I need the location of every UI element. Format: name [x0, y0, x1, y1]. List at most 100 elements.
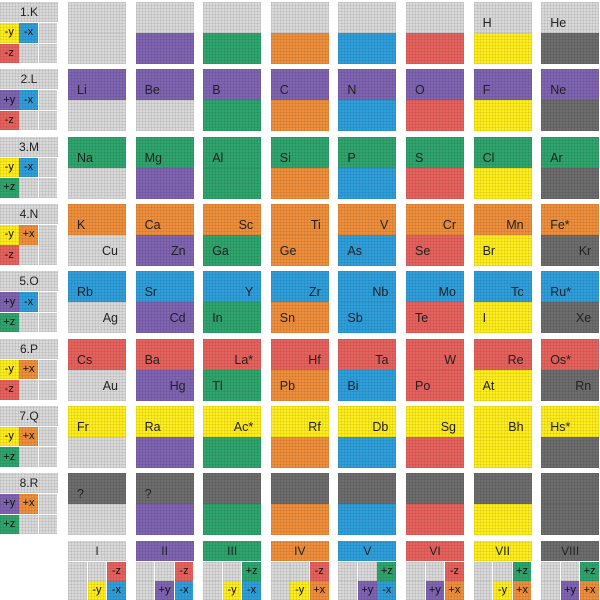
period-axis-cell: [38, 447, 58, 467]
tile-top-half: [406, 271, 464, 303]
group-axis-cell: [338, 562, 358, 581]
group-label: III: [227, 544, 238, 558]
period-axis-cell: [19, 447, 38, 467]
element-symbol: Li: [77, 83, 87, 98]
period-axis-cell: [38, 43, 58, 64]
axis-label: -z: [4, 248, 14, 261]
group-axis-cell: -x: [242, 581, 261, 600]
element-symbol: C: [279, 83, 289, 98]
group-title-bar: [473, 541, 532, 561]
tile-bottom-half: [135, 436, 194, 468]
period-legend: 2.L +y -x -z: [0, 69, 58, 131]
period-axis-cell: [19, 514, 38, 535]
axis-label: +y: [564, 584, 577, 597]
tile-bottom-half: [473, 167, 532, 199]
period-axis-cell: [38, 110, 58, 131]
element-tile: Ru* Xe: [541, 271, 600, 334]
axis-label: +y: [3, 497, 16, 510]
element-symbol: N: [347, 83, 357, 98]
axis-label: -x: [23, 295, 34, 308]
element-symbol: V: [380, 217, 389, 232]
axis-label: -y: [295, 584, 305, 597]
tile-bottom-half: [68, 436, 126, 468]
group-axis-cell: [155, 562, 174, 581]
tile-top-half: [135, 136, 194, 168]
axis-label: -y: [4, 362, 14, 375]
element-tile: [270, 2, 329, 64]
tile-top-half: [541, 2, 600, 33]
element-symbol: Ta: [375, 352, 389, 367]
tile-bottom-half: [338, 100, 397, 132]
axis-label: +y: [3, 295, 16, 308]
element-symbol: Db: [372, 419, 389, 434]
axis-label: -z: [314, 564, 324, 577]
tile-top-half: [338, 136, 397, 168]
element-symbol: Re: [507, 352, 524, 367]
tile-bottom-half: [541, 100, 600, 132]
axis-label: +z: [3, 450, 16, 463]
group-axis-cell: [541, 581, 560, 600]
tile-top-half: [203, 203, 262, 235]
element-tile: Db: [338, 405, 397, 468]
group-axis-cell: -z: [445, 562, 464, 581]
element-symbol: Cd: [169, 311, 186, 326]
axis-label: +z: [583, 564, 596, 577]
tile-bottom-half: [68, 369, 126, 401]
axis-label: +z: [516, 564, 528, 577]
tile-top-half: [473, 69, 532, 101]
period-legend: 8.R +y +x +z: [0, 473, 58, 535]
element-tile: Si: [270, 136, 329, 199]
period-axis-cell: -y: [0, 426, 19, 447]
group-axis-cell: [473, 581, 493, 600]
element-symbol: Br: [482, 243, 496, 258]
group-label: I: [95, 544, 99, 558]
period-axis-cell: -z: [0, 245, 19, 266]
period-legend: 4.N -y +x -z: [0, 203, 58, 266]
element-tile: Mo Te: [406, 271, 464, 334]
element-tile: Tc I: [473, 271, 532, 334]
tile-top-half: [68, 405, 126, 437]
element-symbol: W: [444, 352, 456, 367]
period-label: 1.K: [19, 5, 38, 19]
axis-label: -x: [247, 584, 257, 597]
axis-label: -y: [227, 584, 237, 597]
period-label: 7.Q: [19, 408, 39, 423]
tile-top-half: [406, 136, 464, 168]
element-symbol: Na: [77, 150, 93, 165]
tile-top-half: [338, 405, 397, 437]
element-tile: Hf Pb: [270, 338, 329, 401]
axis-label: +x: [22, 430, 35, 443]
period-axis-cell: +y: [0, 90, 19, 110]
tile-top-half: [541, 203, 600, 235]
element-symbol: P: [347, 150, 356, 165]
tile-bottom-half: [406, 33, 464, 64]
element-symbol: ?: [77, 487, 84, 502]
axis-label: -y: [92, 584, 102, 597]
period-axis-cell: +x: [19, 224, 38, 245]
axis-label: +z: [3, 316, 16, 329]
period-axis-cell: -z: [0, 43, 19, 64]
group-axis-cell: -y: [290, 581, 310, 600]
tile-bottom-half: [270, 167, 329, 199]
group-axis-cell: [135, 581, 155, 600]
element-symbol: At: [482, 378, 495, 393]
element-tile: ?: [68, 473, 126, 536]
element-tile: [203, 2, 262, 64]
group-axis-cell: [68, 562, 87, 581]
tile-top-half: [270, 2, 329, 33]
period-axis-cell: -y: [0, 157, 19, 178]
period-axis-cell: [19, 245, 38, 266]
tile-top-half: [406, 2, 464, 33]
tile-bottom-half: [406, 436, 464, 468]
group-axis-cell: +y: [425, 581, 445, 600]
element-tile: Re At: [473, 338, 532, 401]
period-label: 8.R: [19, 476, 39, 491]
period-axis-cell: -y: [0, 224, 19, 245]
group-title-bar: [135, 541, 194, 561]
group-axis-cell: +y: [357, 581, 377, 600]
tile-top-half: [270, 203, 329, 235]
axis-label: -z: [4, 46, 14, 59]
tile-bottom-half: [68, 167, 126, 199]
axis-label: -y: [4, 430, 14, 443]
element-symbol: Sc: [238, 217, 254, 232]
